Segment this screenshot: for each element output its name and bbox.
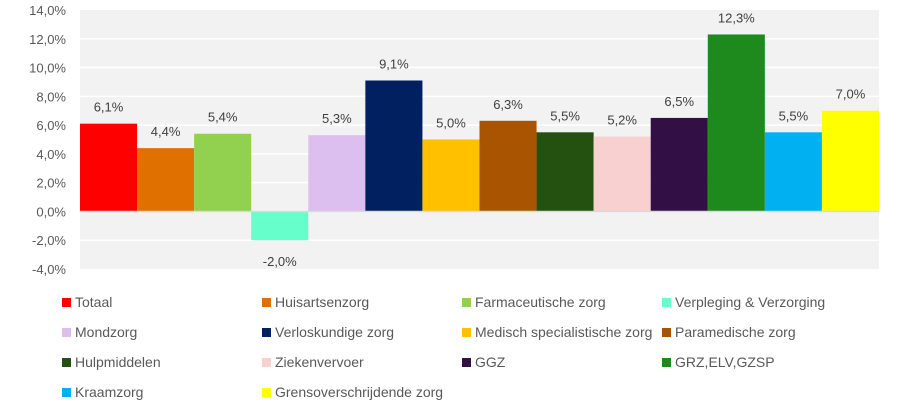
- y-tick-label: 0,0%: [36, 204, 66, 219]
- legend-label: Farmaceutische zorg: [475, 294, 606, 310]
- data-label: 6,3%: [493, 97, 523, 112]
- y-tick-label: -4,0%: [32, 262, 66, 277]
- legend-item: Huisartsenzorg: [262, 294, 369, 310]
- bars: [80, 34, 879, 241]
- data-label: -2,0%: [263, 254, 297, 269]
- legend-label: Kraamzorg: [75, 384, 144, 400]
- bar-verloskundige-zorg: [365, 80, 423, 212]
- legend-label: Huisartsenzorg: [275, 294, 370, 310]
- legend-item: Totaal: [62, 294, 112, 310]
- legend-swatch: [262, 327, 271, 337]
- data-labels: 6,1% 4,4% 5,4% -2,0% 5,3% 9,1% 5,0% 6,3% 5,5% 5,2…: [94, 10, 866, 269]
- data-label: 5,5%: [779, 108, 809, 123]
- bar-paramedische-zorg: [479, 120, 537, 212]
- legend-item: Kraamzorg: [62, 384, 143, 400]
- legend-swatch: [62, 357, 71, 367]
- y-tick-label: 14,0%: [29, 3, 66, 18]
- y-tick-label: 4,0%: [36, 147, 66, 162]
- bar-farmaceutische-zorg: [194, 133, 252, 212]
- y-tick-label: 12,0%: [29, 32, 66, 47]
- legend-swatch: [62, 297, 71, 307]
- bar-medisch-specialistische-zorg: [422, 139, 480, 212]
- legend-label: Grensoverschrijdende zorg: [275, 384, 444, 400]
- data-label: 7,0%: [836, 87, 866, 102]
- legend-swatch: [662, 327, 671, 337]
- data-label: 12,3%: [718, 10, 755, 25]
- legend-swatch: [462, 357, 471, 367]
- bar-grz-elv-gzsp: [707, 34, 765, 212]
- y-tick-label: 8,0%: [36, 89, 66, 104]
- data-label: 5,0%: [436, 116, 466, 131]
- data-label: 5,3%: [322, 111, 352, 126]
- legend-item: Mondzorg: [62, 324, 137, 340]
- bar-totaal: [80, 123, 138, 212]
- legend-item: Grensoverschrijdende zorg: [262, 384, 443, 400]
- legend-item: Verloskundige zorg: [262, 324, 394, 340]
- legend-swatch: [62, 327, 71, 337]
- legend-label: Medisch specialistische zorg: [475, 324, 653, 340]
- legend-item: Paramedische zorg: [662, 324, 796, 340]
- legend-item: GRZ,ELV,GZSP: [662, 354, 775, 370]
- y-tick-label: -2,0%: [32, 233, 66, 248]
- data-label: 6,1%: [94, 100, 124, 115]
- data-label: 4,4%: [151, 124, 181, 139]
- legend-label: Verpleging & Verzorging: [675, 294, 826, 310]
- legend-label: Mondzorg: [75, 324, 138, 340]
- legend-item: Medisch specialistische zorg: [462, 324, 652, 340]
- y-tick-label: 2,0%: [36, 176, 66, 191]
- legend-swatch: [462, 327, 471, 337]
- bar-hulpmiddelen: [536, 132, 594, 212]
- data-label: 5,4%: [208, 110, 238, 125]
- legend-item: GGZ: [462, 354, 505, 370]
- data-label: 5,5%: [550, 108, 580, 123]
- bar-huisartsenzorg: [137, 148, 195, 212]
- legend-item: Farmaceutische zorg: [462, 294, 606, 310]
- legend-swatch: [262, 387, 271, 397]
- bar-grensoverschrijdende-zorg: [821, 110, 879, 212]
- bar-kraamzorg: [764, 132, 822, 212]
- data-label: 5,2%: [607, 113, 637, 128]
- legend-swatch: [62, 387, 71, 397]
- bar-ggz: [650, 117, 708, 212]
- legend-label: GGZ: [475, 354, 506, 370]
- bar-mondzorg: [308, 135, 366, 212]
- legend-item: Hulpmiddelen: [62, 354, 161, 370]
- bar-ziekenvervoer: [593, 136, 651, 212]
- y-tick-label: 6,0%: [36, 118, 66, 133]
- legend-label: GRZ,ELV,GZSP: [675, 354, 775, 370]
- legend-item: Ziekenvervoer: [262, 354, 364, 370]
- legend-label: Verloskundige zorg: [275, 324, 395, 340]
- legend-label: Hulpmiddelen: [75, 354, 161, 370]
- legend-label: Totaal: [75, 294, 113, 310]
- legend-item: Verpleging & Verzorging: [662, 294, 825, 310]
- legend-swatch: [662, 357, 671, 367]
- legend-swatch: [462, 297, 471, 307]
- data-label: 6,5%: [664, 94, 694, 109]
- data-label: 9,1%: [379, 57, 409, 72]
- legend-label: Paramedische zorg: [675, 324, 796, 340]
- legend-swatch: [262, 297, 271, 307]
- legend-swatch: [262, 357, 271, 367]
- y-tick-label: 10,0%: [29, 61, 66, 76]
- legend-label: Ziekenvervoer: [275, 354, 364, 370]
- y-axis-ticks: 14,0% 12,0% 10,0% 8,0% 6,0% 4,0% 2,0% 0,0% -2,0%…: [29, 3, 66, 277]
- bar-verpleging-verzorging: [251, 211, 309, 241]
- legend-swatch: [662, 297, 671, 307]
